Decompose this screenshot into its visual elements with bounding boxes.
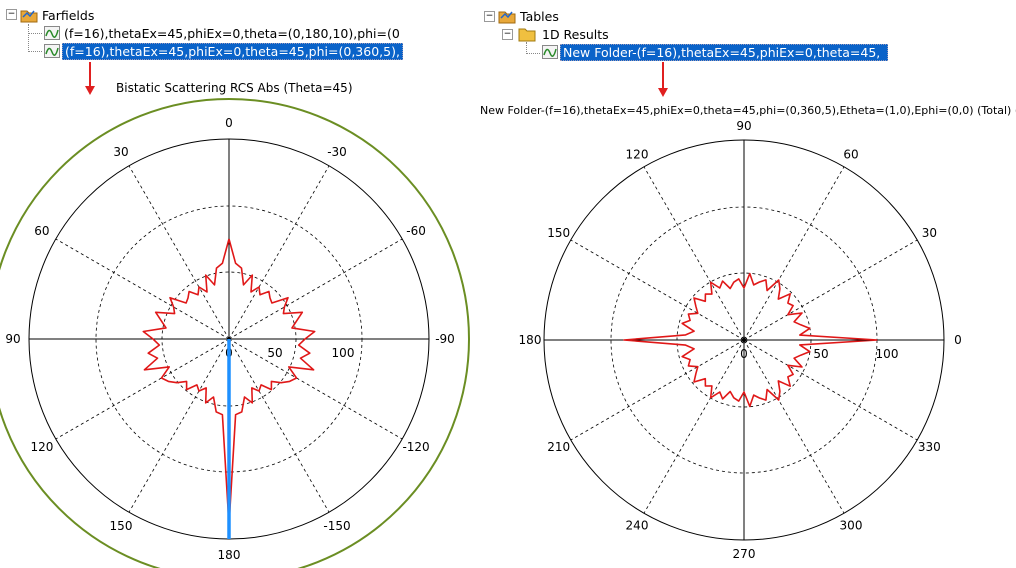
polar-angle-label: 30: [113, 145, 128, 159]
polar-angle-label: 120: [626, 148, 649, 162]
red-arrow-right: [658, 62, 668, 97]
polar-angle-label: 60: [843, 148, 858, 162]
polar-angle-label: -150: [323, 519, 350, 533]
polar-angle-label: 120: [30, 440, 53, 454]
tree-expander-farfields[interactable]: −: [6, 9, 17, 20]
polar-angle-label: -60: [406, 224, 426, 238]
table-result-icon: [542, 45, 558, 59]
right-polar-plot: 0 30 60 90 120 150 180 210 240 270 300 330 0 50 100: [519, 119, 962, 561]
polar-radial-label: 100: [876, 347, 899, 361]
polar-angle-label: 240: [626, 518, 649, 532]
polar-angle-label: -90: [435, 332, 455, 346]
polar-spoke: [128, 338, 230, 513]
left-polar-plot: 0-30-60-90-120-150180150120906030050100: [0, 98, 470, 568]
polar-spoke: [128, 165, 230, 340]
annotation-arrows: [85, 62, 668, 97]
polar-data-trace: [623, 272, 878, 408]
polar-angle-label: 150: [110, 519, 133, 533]
polar-angle-label: 60: [34, 224, 49, 238]
polar-angle-label: 30: [922, 226, 937, 240]
reference-circle: [0, 98, 470, 568]
polar-angle-label: 180: [218, 548, 241, 562]
farfields-folder-icon: [20, 10, 38, 23]
tree-item-table-selected[interactable]: New Folder-(f=16),thetaEx=45,phiEx=0,the…: [560, 44, 888, 61]
tree-folder-1d-results[interactable]: 1D Results: [542, 27, 609, 42]
polar-angle-label: 210: [547, 440, 570, 454]
polar-radial-label: 100: [332, 346, 355, 360]
tree-guide-line: [526, 42, 528, 54]
polar-spoke: [570, 339, 745, 441]
tree-guide-line: [526, 53, 540, 55]
tree-guide-line: [28, 51, 42, 53]
polar-angle-label: 300: [840, 518, 863, 532]
polar-angle-label: 90: [5, 332, 20, 346]
polar-angle-label: 150: [547, 226, 570, 240]
tree-root-farfields[interactable]: Farfields: [42, 8, 95, 23]
polar-radial-label: 0: [740, 347, 748, 361]
polar-angle-label: 180: [519, 333, 542, 347]
right-plot-title: New Folder-(f=16),thetaEx=45,phiEx=0,the…: [480, 104, 1016, 117]
polar-spoke: [570, 239, 745, 341]
tree-guide-line: [28, 24, 30, 52]
polar-angle-label: 270: [733, 547, 756, 561]
red-arrow-left: [85, 62, 95, 95]
tables-folder-icon: [498, 11, 516, 24]
polar-angle-label: -120: [402, 440, 429, 454]
farfield-result-icon: [44, 26, 60, 40]
tree-expander-tables[interactable]: −: [484, 11, 495, 22]
polar-angle-label: 90: [736, 119, 751, 133]
polar-angle-label: 0: [225, 116, 233, 130]
farfield-result-icon: [44, 44, 60, 58]
polar-angle-label: -30: [327, 145, 347, 159]
tree-guide-line: [28, 33, 42, 35]
tree-item-farfield-2-selected[interactable]: (f=16),thetaEx=45,phiEx=0,theta=45,phi=(…: [62, 43, 403, 60]
polar-angle-label: 0: [954, 333, 962, 347]
polar-spoke: [743, 239, 918, 341]
polar-spoke: [228, 338, 330, 513]
polar-origin-marker: [740, 336, 748, 344]
tree-root-tables[interactable]: Tables: [520, 9, 559, 24]
polar-angle-label: 330: [918, 440, 941, 454]
polar-radial-label: 50: [813, 347, 828, 361]
polar-spoke: [228, 165, 330, 340]
left-plot-title: Bistatic Scattering RCS Abs (Theta=45): [116, 81, 353, 95]
polar-radial-label: 50: [267, 346, 282, 360]
tree-item-farfield-1[interactable]: (f=16),thetaEx=45,phiEx=0,theta=(0,180,1…: [64, 26, 400, 41]
folder-icon: [518, 28, 536, 42]
tree-expander-1d-results[interactable]: −: [502, 29, 513, 40]
